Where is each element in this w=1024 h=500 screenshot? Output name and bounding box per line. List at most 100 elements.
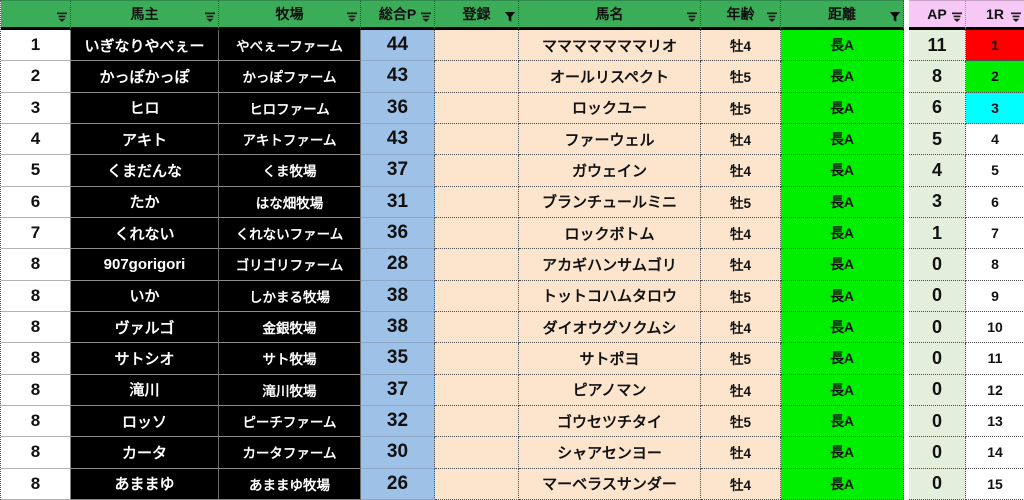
filter-button[interactable] <box>204 11 216 23</box>
cell-points[interactable]: 44 <box>361 30 435 62</box>
cell-r1[interactable]: 3 <box>966 92 1024 124</box>
cell-horse-name[interactable]: シャアセンヨー <box>519 437 701 469</box>
cell-age[interactable]: 牡4 <box>701 155 781 187</box>
column-header-ap[interactable]: AP <box>909 0 966 30</box>
cell-registration[interactable] <box>435 61 519 93</box>
cell-distance[interactable]: 長A <box>781 312 904 344</box>
column-header-rank[interactable] <box>1 0 71 30</box>
cell-distance[interactable]: 長A <box>781 437 904 469</box>
cell-points[interactable]: 37 <box>361 155 435 187</box>
cell-age[interactable]: 牡5 <box>701 343 781 375</box>
cell-ap[interactable]: 0 <box>909 249 966 281</box>
cell-horse-name[interactable]: ファーウェル <box>519 124 701 156</box>
cell-ap[interactable]: 0 <box>909 374 966 406</box>
column-header-farm[interactable]: 牧場 <box>219 0 361 30</box>
column-header-1r[interactable]: 1R <box>966 0 1024 30</box>
cell-ap[interactable]: 0 <box>909 312 966 344</box>
column-header-owner[interactable]: 馬主 <box>71 0 219 30</box>
cell-r1[interactable]: 5 <box>966 155 1024 187</box>
filter-button[interactable] <box>504 11 516 23</box>
cell-points[interactable]: 43 <box>361 124 435 156</box>
cell-registration[interactable] <box>435 30 519 62</box>
cell-registration[interactable] <box>435 186 519 218</box>
cell-age[interactable]: 牡4 <box>701 374 781 406</box>
cell-distance[interactable]: 長A <box>781 468 904 500</box>
cell-owner[interactable]: あままゆ <box>71 468 219 500</box>
filter-button[interactable] <box>889 11 901 23</box>
cell-rank[interactable]: 8 <box>1 280 71 312</box>
cell-registration[interactable] <box>435 218 519 250</box>
cell-ap[interactable]: 3 <box>909 186 966 218</box>
cell-ap[interactable]: 0 <box>909 468 966 500</box>
cell-owner[interactable]: カータ <box>71 437 219 469</box>
cell-ap[interactable]: 0 <box>909 437 966 469</box>
cell-distance[interactable]: 長A <box>781 61 904 93</box>
cell-rank[interactable]: 2 <box>1 61 71 93</box>
cell-points[interactable]: 38 <box>361 312 435 344</box>
cell-farm[interactable]: 滝川牧場 <box>219 374 361 406</box>
cell-r1[interactable]: 8 <box>966 249 1024 281</box>
cell-ap[interactable]: 4 <box>909 155 966 187</box>
filter-button[interactable] <box>420 11 432 23</box>
cell-owner[interactable]: アキト <box>71 124 219 156</box>
cell-horse-name[interactable]: サトポヨ <box>519 343 701 375</box>
cell-age[interactable]: 牡4 <box>701 437 781 469</box>
cell-horse-name[interactable]: マーベラスサンダー <box>519 468 701 500</box>
cell-rank[interactable]: 8 <box>1 468 71 500</box>
cell-owner[interactable]: くれない <box>71 218 219 250</box>
cell-r1[interactable]: 10 <box>966 312 1024 344</box>
cell-farm[interactable]: やべぇーファーム <box>219 30 361 62</box>
cell-owner[interactable]: くまだんな <box>71 155 219 187</box>
cell-registration[interactable] <box>435 280 519 312</box>
cell-horse-name[interactable]: アカギハンサムゴリ <box>519 249 701 281</box>
cell-age[interactable]: 牡5 <box>701 186 781 218</box>
cell-registration[interactable] <box>435 312 519 344</box>
cell-points[interactable]: 32 <box>361 406 435 438</box>
cell-owner[interactable]: ヒロ <box>71 92 219 124</box>
cell-registration[interactable] <box>435 406 519 438</box>
cell-rank[interactable]: 8 <box>1 343 71 375</box>
cell-horse-name[interactable]: オールリスペクト <box>519 61 701 93</box>
filter-button[interactable] <box>56 11 68 23</box>
cell-ap[interactable]: 8 <box>909 61 966 93</box>
cell-points[interactable]: 38 <box>361 280 435 312</box>
cell-age[interactable]: 牡4 <box>701 468 781 500</box>
column-header-points[interactable]: 総合P <box>361 0 435 30</box>
cell-ap[interactable]: 6 <box>909 92 966 124</box>
cell-age[interactable]: 牡5 <box>701 61 781 93</box>
cell-age[interactable]: 牡4 <box>701 249 781 281</box>
cell-r1[interactable]: 1 <box>966 30 1024 62</box>
cell-rank[interactable]: 5 <box>1 155 71 187</box>
cell-farm[interactable]: ゴリゴリファーム <box>219 249 361 281</box>
cell-horse-name[interactable]: ピアノマン <box>519 374 701 406</box>
cell-owner[interactable]: 907gorigori <box>71 249 219 281</box>
filter-button[interactable] <box>951 11 963 23</box>
cell-ap[interactable]: 11 <box>909 30 966 62</box>
cell-registration[interactable] <box>435 343 519 375</box>
cell-farm[interactable]: あままゆ牧場 <box>219 468 361 500</box>
cell-distance[interactable]: 長A <box>781 374 904 406</box>
cell-owner[interactable]: たか <box>71 186 219 218</box>
cell-age[interactable]: 牡4 <box>701 30 781 62</box>
cell-rank[interactable]: 1 <box>1 30 71 62</box>
cell-horse-name[interactable]: トットコハムタロウ <box>519 280 701 312</box>
cell-farm[interactable]: サト牧場 <box>219 343 361 375</box>
cell-owner[interactable]: サトシオ <box>71 343 219 375</box>
cell-owner[interactable]: ロッソ <box>71 406 219 438</box>
cell-rank[interactable]: 3 <box>1 92 71 124</box>
cell-age[interactable]: 牡5 <box>701 280 781 312</box>
cell-distance[interactable]: 長A <box>781 92 904 124</box>
filter-button[interactable] <box>346 11 358 23</box>
cell-distance[interactable]: 長A <box>781 124 904 156</box>
cell-registration[interactable] <box>435 437 519 469</box>
cell-age[interactable]: 牡4 <box>701 124 781 156</box>
cell-r1[interactable]: 15 <box>966 468 1024 500</box>
cell-horse-name[interactable]: ガウェイン <box>519 155 701 187</box>
cell-farm[interactable]: ヒロファーム <box>219 92 361 124</box>
cell-points[interactable]: 36 <box>361 218 435 250</box>
cell-owner[interactable]: いか <box>71 280 219 312</box>
column-header-age[interactable]: 年齢 <box>701 0 781 30</box>
cell-farm[interactable]: かっぽファーム <box>219 61 361 93</box>
cell-r1[interactable]: 14 <box>966 437 1024 469</box>
cell-r1[interactable]: 9 <box>966 280 1024 312</box>
